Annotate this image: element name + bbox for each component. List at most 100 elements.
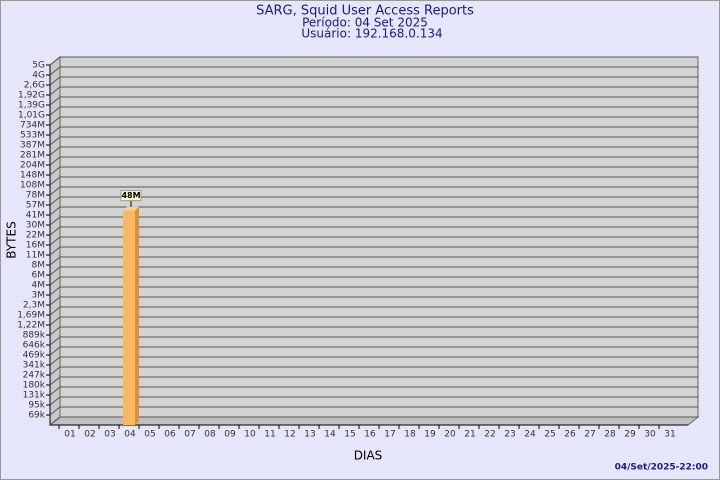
y-tick-label: 533M — [20, 131, 45, 141]
x-tick-label: 23 — [504, 430, 515, 440]
grid-line — [49, 366, 698, 376]
x-tick-label: 16 — [364, 430, 376, 440]
y-tick-label: 131k — [23, 391, 46, 401]
y-tick-label: 1,22M — [17, 321, 45, 331]
x-tick-label: 07 — [184, 430, 195, 440]
grid-line — [49, 156, 698, 166]
grid-line — [49, 106, 698, 116]
y-tick-label: 889k — [23, 331, 46, 341]
grid-line — [49, 306, 698, 316]
y-tick-label: 469k — [23, 351, 46, 361]
y-tick-label: 3M — [32, 291, 46, 301]
x-tick-label: 01 — [64, 430, 75, 440]
grid-line — [49, 316, 698, 326]
x-tick-label: 20 — [444, 430, 456, 440]
y-tick-label: 4M — [32, 281, 46, 291]
grid-line — [49, 96, 698, 106]
grid-line — [49, 86, 698, 96]
grid-line — [49, 206, 698, 216]
x-tick-label: 06 — [164, 430, 176, 440]
x-tick-label: 24 — [524, 430, 536, 440]
grid-line — [49, 76, 698, 86]
value-label: 48M — [121, 191, 140, 200]
grid-line — [49, 226, 698, 236]
x-tick-label: 09 — [224, 430, 236, 440]
grid-line — [49, 146, 698, 156]
grid-line — [49, 56, 698, 66]
y-tick-label: 16M — [26, 241, 45, 251]
x-tick-label: 04 — [124, 430, 136, 440]
grid-line — [49, 236, 698, 246]
x-tick-label: 17 — [384, 430, 395, 440]
bar-top — [123, 206, 139, 211]
y-tick-label: 69k — [28, 411, 45, 421]
grid-line — [49, 266, 698, 276]
y-tick-label: 22M — [26, 231, 45, 241]
x-tick-label: 22 — [484, 430, 495, 440]
y-tick-label: 1,01G — [18, 111, 45, 121]
x-tick-label: 21 — [464, 430, 475, 440]
y-tick-label: 5G — [32, 61, 45, 71]
x-tick-label: 10 — [244, 430, 256, 440]
grid-line — [49, 356, 698, 366]
grid-line — [49, 346, 698, 356]
bar-side — [135, 206, 139, 425]
grid-line — [49, 336, 698, 346]
grid-line — [49, 126, 698, 136]
grid-line — [49, 376, 698, 386]
x-axis-label: DIAS — [354, 449, 383, 463]
y-tick-label: 180k — [23, 381, 46, 391]
grid-line — [49, 386, 698, 396]
y-tick-label: 1,69M — [17, 311, 45, 321]
y-tick-label: 108M — [20, 181, 45, 191]
y-axis-label: BYTES — [5, 221, 19, 258]
x-tick-label: 15 — [344, 430, 355, 440]
grid-line — [49, 326, 698, 336]
x-tick-label: 19 — [424, 430, 436, 440]
grid-line — [49, 256, 698, 266]
grid-line — [49, 116, 698, 126]
x-tick-label: 31 — [664, 430, 675, 440]
grid-line — [49, 246, 698, 256]
y-tick-label: 341k — [23, 361, 46, 371]
x-tick-label: 02 — [84, 430, 95, 440]
floor — [48, 416, 700, 426]
y-tick-label: 2,6G — [24, 81, 45, 91]
x-tick-label: 27 — [584, 430, 595, 440]
y-tick-label: 204M — [20, 161, 45, 171]
y-tick-label: 2,3M — [23, 301, 45, 311]
chart-title: SARG, Squid User Access Reports — [256, 4, 474, 19]
grid-line — [49, 176, 698, 186]
y-tick-label: 95k — [28, 401, 45, 411]
grid-line — [49, 166, 698, 176]
grid-line — [49, 286, 698, 296]
x-tick-label: 11 — [264, 430, 275, 440]
grid-line — [49, 136, 698, 146]
y-tick-label: 281M — [20, 151, 45, 161]
y-tick-label: 4G — [32, 71, 45, 81]
x-tick-label: 30 — [644, 430, 656, 440]
y-tick-label: 734M — [20, 121, 45, 131]
y-tick-label: 57M — [26, 201, 45, 211]
grid-line — [49, 296, 698, 306]
y-tick-label: 8M — [32, 261, 46, 271]
y-tick-label: 41M — [26, 211, 45, 221]
y-tick-label: 1,39G — [18, 101, 45, 111]
x-tick-label: 13 — [304, 430, 315, 440]
x-tick-label: 12 — [284, 430, 295, 440]
x-tick-label: 03 — [104, 430, 115, 440]
x-tick-label: 14 — [324, 430, 336, 440]
x-tick-label: 28 — [604, 430, 616, 440]
x-tick-label: 25 — [544, 430, 555, 440]
y-tick-label: 1,92G — [18, 91, 45, 101]
x-tick-label: 05 — [144, 430, 155, 440]
chart-subtitle: Usuário: 192.168.0.134 — [301, 27, 442, 41]
y-tick-label: 78M — [26, 191, 45, 201]
grid-line — [49, 66, 698, 76]
x-tick-label: 08 — [204, 430, 216, 440]
grid-line — [49, 276, 698, 286]
grid-line — [49, 216, 698, 226]
grid-line — [49, 416, 698, 426]
y-tick-label: 387M — [20, 141, 45, 151]
